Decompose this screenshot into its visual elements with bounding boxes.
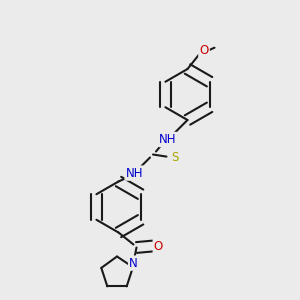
Text: O: O: [154, 239, 163, 253]
Text: NH: NH: [126, 167, 143, 180]
Text: O: O: [200, 44, 208, 57]
Text: N: N: [129, 256, 138, 270]
Text: NH: NH: [159, 133, 177, 146]
Text: S: S: [171, 151, 178, 164]
